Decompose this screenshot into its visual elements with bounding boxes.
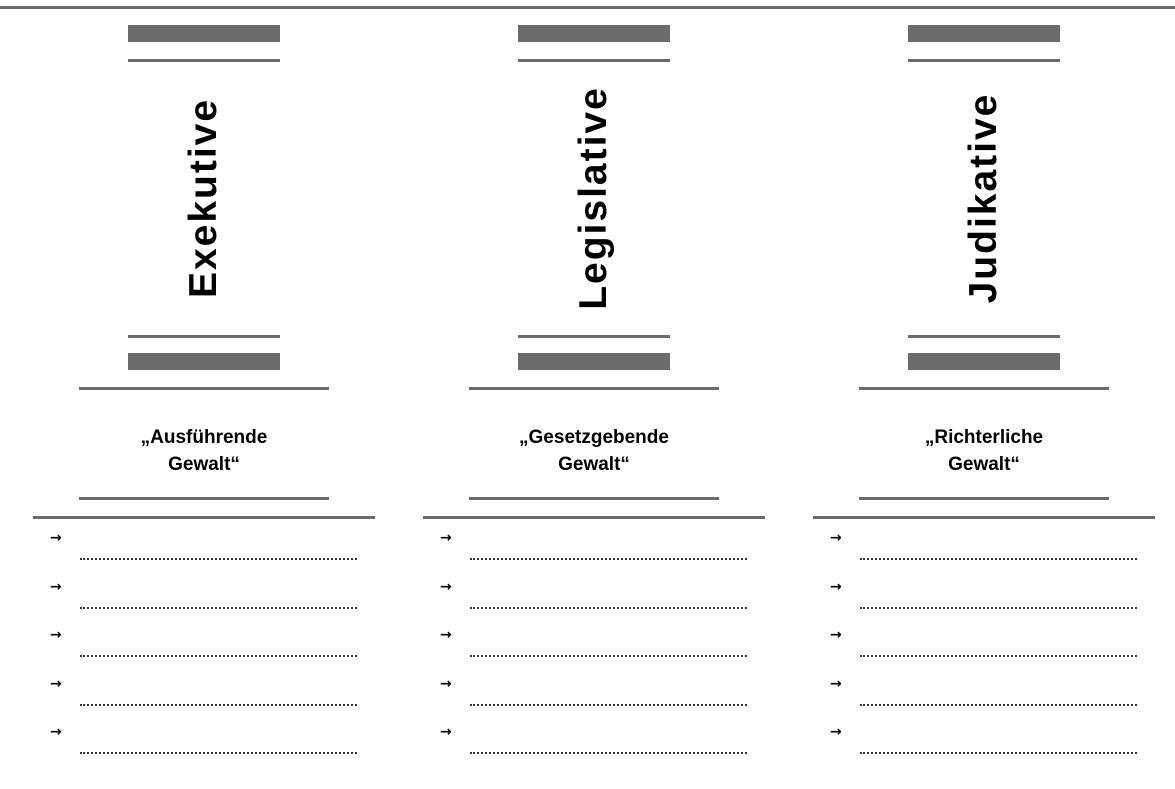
list-item: → [0,579,390,628]
answer-blank[interactable] [470,556,747,560]
list-top-rule [813,516,1155,519]
pillar-title: Exekutive [182,97,225,299]
list-item: → [390,579,780,628]
answer-list: → → → → → [780,530,1170,773]
answer-blank[interactable] [80,702,357,706]
subtitle-line-1: „Ausführende [140,427,268,448]
arrow-right-icon: → [50,530,62,546]
arrow-right-icon: → [830,724,842,740]
pillar-base-block [128,353,280,370]
pillar-title: Judikative [962,92,1005,304]
arrow-right-icon: → [830,675,842,692]
subtitle-line-1: „Gesetzgebende [519,427,669,448]
subtitle-top-rule [859,387,1109,390]
answer-blank[interactable] [860,702,1137,706]
pillar-shaft: Exekutive [128,66,280,330]
subtitle-line-2: Gewalt“ [168,454,240,475]
arrow-right-icon: → [50,724,62,740]
answer-blank[interactable] [860,653,1137,657]
arrow-right-icon: → [50,675,62,692]
arrow-right-icon: → [830,578,842,595]
pillar-capital-line [908,59,1060,62]
subtitle-line-2: Gewalt“ [558,454,630,475]
list-item: → [0,530,390,579]
arrow-right-icon: → [440,578,452,595]
subtitle-line-1: „Richterliche [924,427,1044,448]
arrow-right-icon: → [440,724,452,740]
subtitle-top-rule [79,387,329,390]
subtitle-bottom-rule [469,497,719,500]
pillar-base-block [908,353,1060,370]
pillar-shaft: Judikative [908,66,1060,330]
list-item: → [0,724,390,773]
list-item: → [390,530,780,579]
arrow-right-icon: → [440,530,452,546]
list-item: → [390,724,780,773]
list-item: → [780,627,1170,676]
answer-blank[interactable] [80,556,357,560]
list-item: → [780,530,1170,579]
pillar-capital-block [128,25,280,42]
pillar-base-block [518,353,670,370]
pillar-capital-line [128,59,280,62]
arrow-right-icon: → [50,578,62,595]
subtitle-top-rule [469,387,719,390]
list-item: → [390,627,780,676]
list-item: → [780,676,1170,725]
arrow-right-icon: → [440,627,452,643]
pillar-capital-line [518,59,670,62]
arrow-right-icon: → [50,627,62,643]
subtitle-bottom-rule [79,497,329,500]
top-rule [0,6,1175,9]
arrow-right-icon: → [440,675,452,692]
answer-blank[interactable] [80,653,357,657]
pillar-base-line [128,335,280,338]
list-top-rule [33,516,375,519]
pillar-capital-block [908,25,1060,42]
pillar-subtitle: „Gesetzgebende Gewalt“ [469,424,719,478]
subtitle-line-2: Gewalt“ [948,454,1020,475]
list-item: → [780,724,1170,773]
pillar-subtitle: „Richterliche Gewalt“ [859,424,1109,478]
pillar-shaft: Legislative [518,66,670,330]
list-top-rule [423,516,765,519]
list-item: → [390,676,780,725]
column-legislative: Legislative „Gesetzgebende Gewalt“ → → →… [390,0,780,789]
list-item: → [780,579,1170,628]
answer-blank[interactable] [80,750,357,754]
answer-list: → → → → → [390,530,780,773]
arrow-right-icon: → [830,530,842,546]
subtitle-bottom-rule [859,497,1109,500]
list-item: → [0,676,390,725]
answer-blank[interactable] [470,653,747,657]
answer-blank[interactable] [470,605,747,609]
pillar-subtitle: „Ausführende Gewalt“ [79,424,329,478]
answer-blank[interactable] [80,605,357,609]
pillar-title: Legislative [572,86,615,310]
pillar-base-line [518,335,670,338]
arrow-right-icon: → [830,627,842,643]
answer-blank[interactable] [860,556,1137,560]
answer-blank[interactable] [860,750,1137,754]
answer-blank[interactable] [470,702,747,706]
pillar-base-line [908,335,1060,338]
column-exekutive: Exekutive „Ausführende Gewalt“ → → → → → [0,0,390,789]
list-item: → [0,627,390,676]
answer-blank[interactable] [470,750,747,754]
answer-blank[interactable] [860,605,1137,609]
answer-list: → → → → → [0,530,390,773]
column-judikative: Judikative „Richterliche Gewalt“ → → → →… [780,0,1170,789]
pillar-capital-block [518,25,670,42]
